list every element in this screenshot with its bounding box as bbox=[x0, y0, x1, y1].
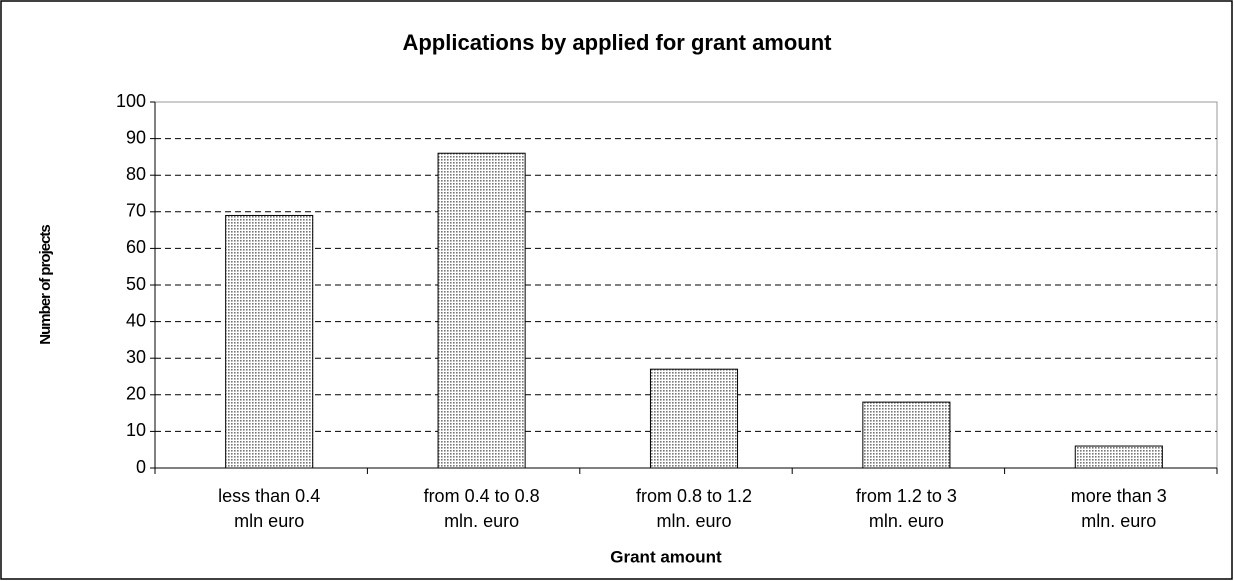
bar bbox=[225, 214, 314, 469]
bar bbox=[1074, 445, 1163, 469]
y-tick-label: 30 bbox=[126, 347, 146, 367]
y-tick-label: 60 bbox=[126, 237, 146, 257]
y-tick-label: 50 bbox=[126, 274, 146, 294]
y-tick-label: 40 bbox=[126, 310, 146, 330]
y-tick-label: 70 bbox=[126, 201, 146, 221]
y-tick-label: 10 bbox=[126, 420, 146, 440]
y-tick-label: 100 bbox=[116, 91, 146, 111]
y-tick-label: 80 bbox=[126, 164, 146, 184]
x-tick-label: from 1.2 to 3 mln. euro bbox=[855, 486, 957, 531]
x-tick-label: from 0.8 to 1.2 mln. euro bbox=[635, 486, 753, 531]
bar bbox=[649, 368, 739, 469]
x-tick-label: more than 3 mln. euro bbox=[1070, 486, 1167, 531]
x-tick-label: less than 0.4 mln euro bbox=[218, 486, 321, 531]
bar bbox=[437, 152, 526, 469]
bar bbox=[862, 401, 951, 469]
y-tick-label: 0 bbox=[136, 457, 146, 477]
y-tick-label: 90 bbox=[126, 127, 146, 147]
chart-title: Applications by applied for grant amount bbox=[402, 30, 832, 55]
y-tick-label: 20 bbox=[126, 384, 146, 404]
x-tick-label: from 0.4 to 0.8 mln. euro bbox=[423, 486, 540, 531]
y-axis-title: Number of projects bbox=[37, 225, 54, 345]
x-axis-title: Grant amount bbox=[610, 547, 722, 566]
